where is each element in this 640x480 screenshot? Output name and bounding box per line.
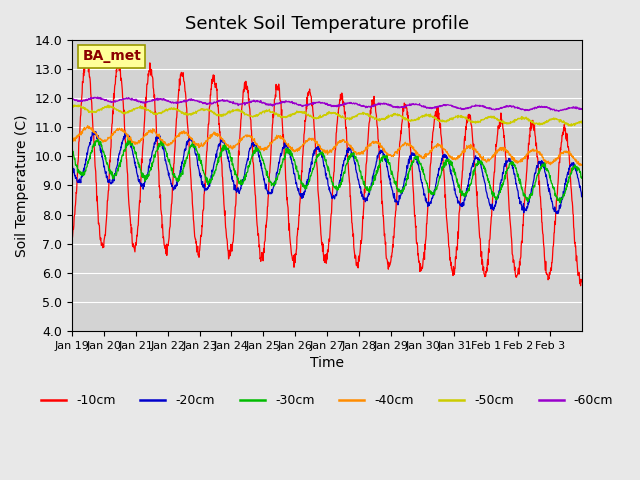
-10cm xyxy=(578,279,586,285)
-10cm xyxy=(81,57,89,62)
-50cm xyxy=(304,112,312,118)
-50cm xyxy=(70,102,78,108)
X-axis label: Time: Time xyxy=(310,356,344,370)
-60cm xyxy=(94,94,102,100)
-50cm xyxy=(68,104,76,109)
-30cm xyxy=(522,195,530,201)
-30cm xyxy=(314,152,321,158)
-20cm xyxy=(522,207,530,213)
Line: -40cm: -40cm xyxy=(72,126,582,166)
-40cm xyxy=(447,155,455,161)
-60cm xyxy=(522,107,530,112)
-20cm xyxy=(314,146,321,152)
-50cm xyxy=(314,115,321,121)
-30cm xyxy=(68,148,76,154)
-60cm xyxy=(304,102,312,108)
-50cm xyxy=(572,121,580,127)
-40cm xyxy=(522,153,530,159)
-20cm xyxy=(578,191,586,197)
-40cm xyxy=(578,162,586,168)
Line: -60cm: -60cm xyxy=(72,97,582,111)
-10cm xyxy=(68,235,76,240)
-30cm xyxy=(447,162,455,168)
-10cm xyxy=(447,259,455,265)
-10cm xyxy=(314,173,321,179)
-30cm xyxy=(578,175,586,181)
-10cm xyxy=(522,179,530,185)
Y-axis label: Soil Temperature (C): Soil Temperature (C) xyxy=(15,114,29,257)
Line: -30cm: -30cm xyxy=(72,138,582,203)
-60cm xyxy=(68,96,76,102)
-60cm xyxy=(572,104,580,110)
-50cm xyxy=(447,117,455,122)
Legend: -10cm, -20cm, -30cm, -40cm, -50cm, -60cm: -10cm, -20cm, -30cm, -40cm, -50cm, -60cm xyxy=(36,389,618,412)
-40cm xyxy=(577,163,585,168)
-20cm xyxy=(148,149,156,155)
-10cm xyxy=(572,243,579,249)
-10cm xyxy=(577,283,584,288)
-50cm xyxy=(567,123,575,129)
-40cm xyxy=(68,136,76,142)
-60cm xyxy=(148,97,156,103)
-40cm xyxy=(304,137,312,143)
-60cm xyxy=(578,106,586,112)
-10cm xyxy=(304,93,312,98)
-20cm xyxy=(304,178,312,183)
-30cm xyxy=(557,200,564,206)
-50cm xyxy=(578,118,586,124)
-30cm xyxy=(124,135,132,141)
Line: -50cm: -50cm xyxy=(72,105,582,126)
-10cm xyxy=(148,73,156,79)
-60cm xyxy=(555,108,563,114)
Line: -20cm: -20cm xyxy=(72,132,582,214)
-60cm xyxy=(447,102,455,108)
-60cm xyxy=(314,100,321,106)
Line: -10cm: -10cm xyxy=(72,60,582,286)
-40cm xyxy=(314,143,321,148)
-20cm xyxy=(554,211,561,216)
-20cm xyxy=(447,171,455,177)
-20cm xyxy=(90,129,97,134)
-50cm xyxy=(148,109,156,115)
Title: Sentek Soil Temperature profile: Sentek Soil Temperature profile xyxy=(185,15,469,33)
-40cm xyxy=(572,156,579,162)
-30cm xyxy=(572,165,580,171)
-50cm xyxy=(522,115,530,120)
-30cm xyxy=(148,164,156,169)
-20cm xyxy=(68,160,76,166)
-30cm xyxy=(304,182,312,188)
-20cm xyxy=(572,168,580,174)
-40cm xyxy=(84,123,92,129)
-40cm xyxy=(148,128,156,133)
Text: BA_met: BA_met xyxy=(83,49,141,63)
